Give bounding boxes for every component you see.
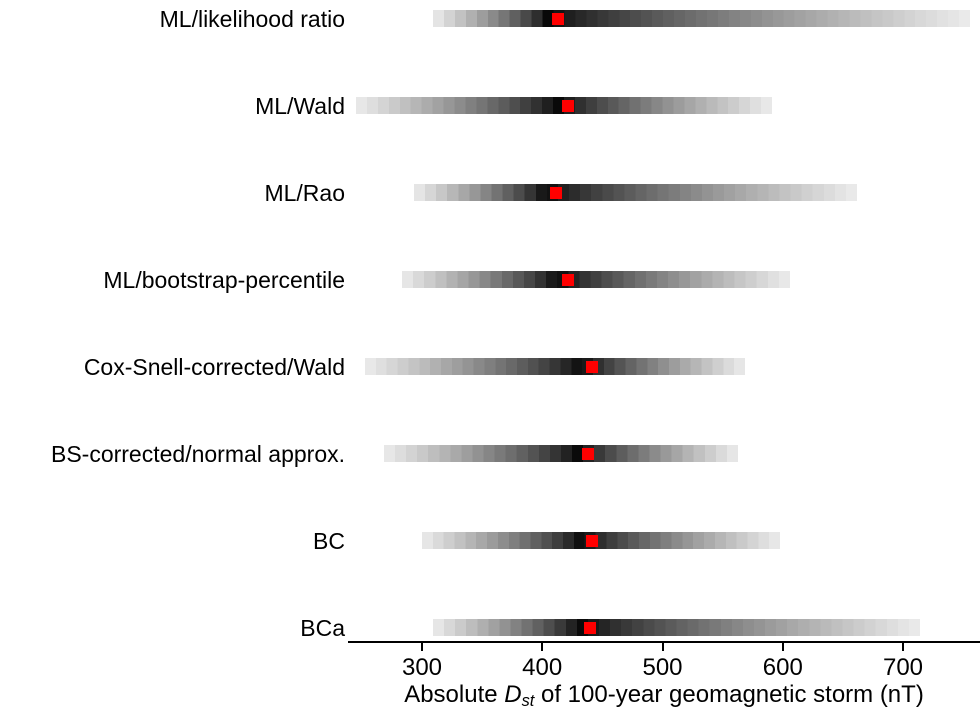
point-estimate-marker — [581, 447, 594, 460]
point-estimate-marker — [585, 534, 598, 547]
row-label: BC — [313, 527, 345, 554]
density-strip — [401, 271, 790, 288]
row-label: ML/likelihood ratio — [159, 5, 345, 32]
x-axis-tick — [421, 643, 423, 651]
density-strip — [432, 619, 920, 636]
x-tick-label: 400 — [522, 654, 563, 681]
point-estimate-marker — [551, 12, 564, 25]
x-axis-title-prefix: Absolute — [404, 681, 505, 708]
x-tick-label: 300 — [401, 654, 443, 681]
x-axis-tick — [902, 643, 904, 651]
density-strip — [365, 358, 746, 375]
row-label: ML/bootstrap-percentile — [103, 266, 345, 293]
x-axis-title-subscript-st: st — [521, 692, 535, 711]
x-axis-tick — [781, 643, 784, 651]
row-label: ML/Rao — [264, 179, 345, 206]
x-axis-title-variable-D: D — [504, 681, 522, 708]
x-tick-label: 600 — [762, 654, 803, 681]
row-label: BCa — [300, 614, 345, 641]
row-label: BS-corrected/normal approx. — [50, 440, 345, 467]
point-estimate-marker — [584, 621, 597, 634]
x-tick-label: 500 — [642, 654, 683, 681]
x-axis-line — [348, 641, 980, 643]
x-axis-title: Absolute Dst of 100-year geomagnetic sto… — [348, 680, 980, 710]
point-estimate-marker — [561, 273, 574, 286]
density-strip — [422, 532, 781, 549]
x-axis-title-suffix: of 100-year geomagnetic storm (nT) — [534, 681, 924, 708]
density-strip — [413, 184, 858, 201]
point-estimate-marker — [561, 99, 574, 112]
point-estimate-marker — [585, 360, 598, 373]
row-label: ML/Wald — [255, 92, 345, 119]
x-axis-tick — [661, 643, 664, 651]
density-strip — [383, 445, 739, 462]
point-estimate-marker — [549, 186, 562, 199]
x-axis-tick — [541, 643, 544, 651]
row-label: Cox-Snell-corrected/Wald — [83, 353, 345, 380]
density-strip — [432, 10, 971, 27]
x-tick-label: 700 — [882, 654, 924, 681]
